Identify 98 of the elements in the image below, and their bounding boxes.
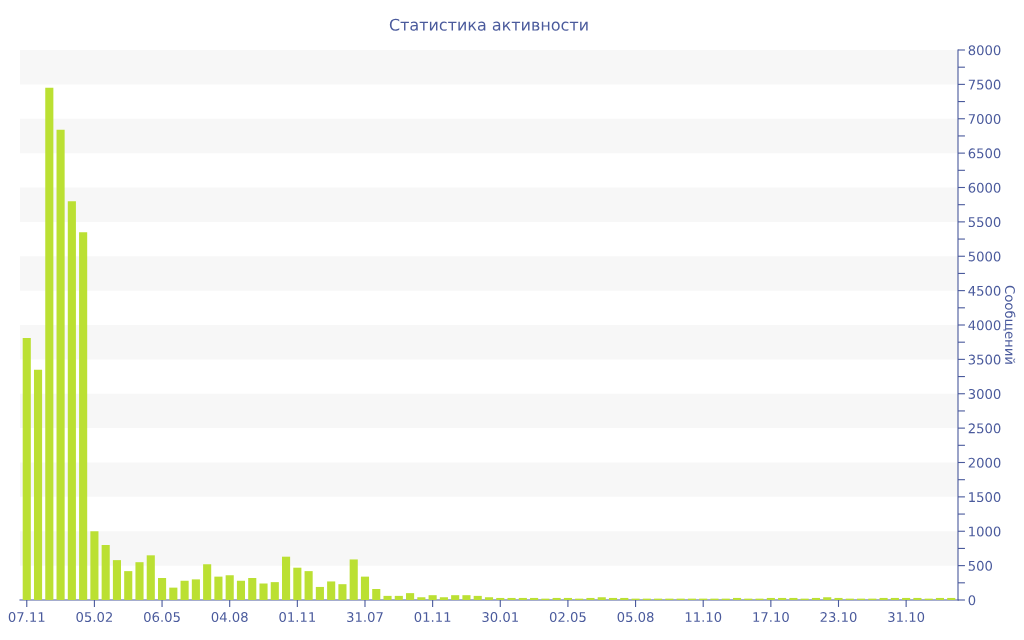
x-tick-label: 31.10: [888, 612, 925, 623]
bar: [417, 597, 426, 600]
bar: [169, 587, 178, 600]
x-tick-label: 05.08: [617, 612, 654, 623]
y-tick-label: 2000: [968, 457, 1001, 468]
bar: [902, 597, 911, 600]
bar: [33, 369, 43, 600]
bar: [496, 597, 505, 600]
y-tick-label: 7500: [968, 79, 1001, 90]
bar: [135, 562, 144, 600]
y-tick-label: 6500: [968, 148, 1001, 159]
bar: [259, 583, 268, 600]
bar: [360, 576, 370, 600]
bar: [597, 597, 606, 600]
bar: [157, 578, 167, 600]
x-tick-label: 05.02: [76, 612, 112, 623]
bar: [214, 576, 223, 600]
bar: [372, 589, 381, 600]
y-tick-label: 1500: [969, 492, 1001, 503]
x-tick-label: 11.10: [685, 612, 722, 623]
y-tick-label: 7000: [968, 113, 1001, 124]
chart-title: Статистика активности: [389, 18, 588, 31]
x-tick-label: 17.10: [753, 612, 789, 623]
bar: [947, 597, 956, 600]
bar: [913, 597, 922, 600]
bar: [473, 595, 482, 600]
bar: [349, 559, 358, 600]
bar: [124, 571, 133, 600]
bar: [879, 597, 888, 600]
y-tick-label: 6000: [968, 182, 1001, 193]
bar: [45, 87, 54, 600]
y-tick-label: 1000: [969, 526, 1001, 537]
y-tick-label: 3500: [968, 354, 1001, 365]
x-tick-label: 23.10: [820, 612, 857, 623]
bar: [112, 560, 122, 600]
bar: [586, 597, 595, 600]
bar: [451, 595, 460, 600]
bar: [834, 597, 843, 600]
bar: [90, 531, 99, 600]
bar: [563, 597, 572, 600]
bar: [79, 232, 88, 600]
bar: [462, 595, 471, 600]
bar: [789, 597, 798, 600]
bar: [608, 597, 618, 600]
bar: [811, 597, 821, 600]
bar: [22, 338, 31, 600]
bar: [338, 584, 347, 600]
bar: [180, 580, 189, 600]
bar: [315, 586, 324, 600]
x-tick-label: 31.07: [347, 612, 383, 623]
bar: [56, 129, 65, 600]
bar: [890, 597, 899, 600]
bar: [248, 578, 257, 600]
bar: [935, 597, 945, 600]
bar: [732, 597, 742, 600]
y-tick-label: 5500: [968, 217, 1001, 228]
bar: [778, 597, 787, 600]
x-tick-label: 06.05: [144, 612, 180, 623]
bar: [236, 580, 246, 600]
y-tick-label: 5000: [968, 251, 1001, 262]
y-tick-label: 500: [968, 560, 993, 571]
bar: [67, 201, 76, 600]
y-tick-label: 4000: [968, 320, 1001, 331]
bar: [191, 579, 200, 600]
bar: [518, 597, 527, 600]
x-tick-label: 02.05: [549, 612, 586, 623]
bar: [293, 567, 302, 600]
bar: [530, 597, 539, 600]
bar: [439, 597, 448, 600]
y-tick-label: 4500: [968, 285, 1001, 296]
bar: [383, 595, 392, 600]
bar: [225, 575, 234, 600]
x-tick-label: 04.08: [211, 612, 248, 623]
y-tick-label: 2500: [968, 423, 1001, 434]
bar: [282, 556, 291, 600]
bar: [552, 597, 561, 600]
y-tick-label: 3000: [968, 388, 1001, 399]
bar: [327, 581, 336, 600]
bar: [428, 595, 437, 600]
x-tick-label: 07.11: [8, 612, 45, 623]
bar: [507, 597, 516, 600]
y-tick-label: 8000: [968, 45, 1001, 56]
bar: [823, 597, 832, 600]
bar: [406, 593, 415, 600]
bar: [304, 571, 313, 600]
bar: [394, 595, 403, 600]
bar: [484, 597, 494, 600]
y-axis-title: Сообщений: [1003, 285, 1016, 364]
bar: [766, 597, 775, 600]
x-tick-label: 30.01: [482, 612, 518, 623]
x-tick-label: 01.11: [414, 612, 451, 623]
bar: [146, 555, 155, 600]
bar: [101, 545, 110, 600]
bar: [270, 582, 279, 600]
bar: [620, 597, 629, 600]
bar: [203, 564, 212, 600]
x-tick-label: 01.11: [279, 612, 316, 623]
y-tick-label: 0: [968, 595, 976, 606]
